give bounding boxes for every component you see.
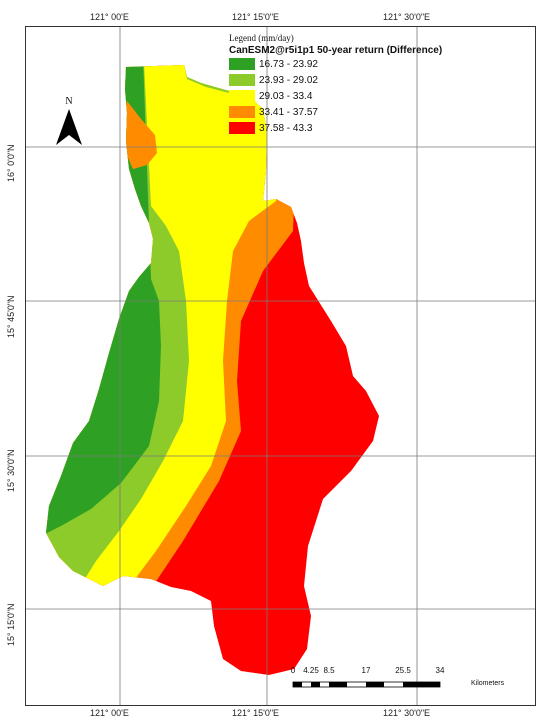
map-frame [25,26,536,706]
scale-bar-graphic [292,681,441,688]
left-axis-label-3: 15° 30'0"N [6,449,16,492]
scale-ticks: 0 4.25 8.5 17 25.5 34 [285,666,505,678]
scale-tick-label: 0 [290,666,296,675]
bottom-axis-label-3: 121° 30'0"E [383,708,431,718]
legend-title: Legend (mm/day) [229,33,294,43]
legend-item: 37.58 - 43.3 [229,120,442,136]
top-axis-label-3: 121° 30'0"E [383,12,431,22]
bottom-axis-label-2: 121° 15'0"E [232,708,280,718]
legend-label: 29.03 - 33.4 [259,90,313,102]
top-axis-label-2: 121° 15'0"E [232,12,280,22]
legend-label: 23.93 - 29.02 [259,74,318,86]
map-canvas [26,27,535,705]
scale-tick-label: 8.5 [323,666,335,675]
legend-swatch [229,74,255,86]
legend-swatch [229,90,255,102]
bottom-axis-label-1: 121° 00'E [90,708,129,718]
zone-orange-north [121,101,157,169]
scale-tick-label: 25.5 [395,666,411,675]
scale-bar: 0 4.25 8.5 17 25.5 34 Kilometers [285,666,505,688]
map-legend: Legend (mm/day) CanESM2@r5i1p1 50-year r… [229,33,442,136]
graticule [26,27,535,705]
legend-item: 23.93 - 29.02 [229,72,442,88]
legend-label: 37.58 - 43.3 [259,122,313,134]
north-arrow-icon [56,109,82,145]
legend-item: 33.41 - 37.57 [229,104,442,120]
legend-swatch [229,122,255,134]
left-axis-label-4: 15° 15'0"N [6,603,16,646]
top-axis-label-1: 121° 00'E [90,12,129,22]
scale-units: Kilometers [471,680,505,687]
legend-label: 16.73 - 23.92 [259,58,318,70]
legend-swatch [229,106,255,118]
legend-subtitle: CanESM2@r5i1p1 50-year return (Differenc… [229,45,443,56]
scale-tick-label: 34 [435,666,445,675]
legend-label: 33.41 - 37.57 [259,106,318,118]
legend-item: 29.03 - 33.4 [229,88,442,104]
north-label: N [65,96,73,107]
legend-item: 16.73 - 23.92 [229,56,442,72]
legend-swatch [229,58,255,70]
left-axis-label-2: 15° 45'0"N [6,295,16,338]
north-arrow: N [54,96,84,152]
left-axis-label-1: 16° 0'0"N [6,144,16,182]
scale-tick-label: 4.25 [303,666,319,675]
scale-tick-label: 17 [361,666,371,675]
